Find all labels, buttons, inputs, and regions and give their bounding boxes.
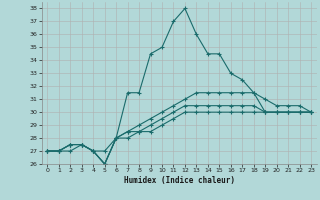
- X-axis label: Humidex (Indice chaleur): Humidex (Indice chaleur): [124, 176, 235, 185]
